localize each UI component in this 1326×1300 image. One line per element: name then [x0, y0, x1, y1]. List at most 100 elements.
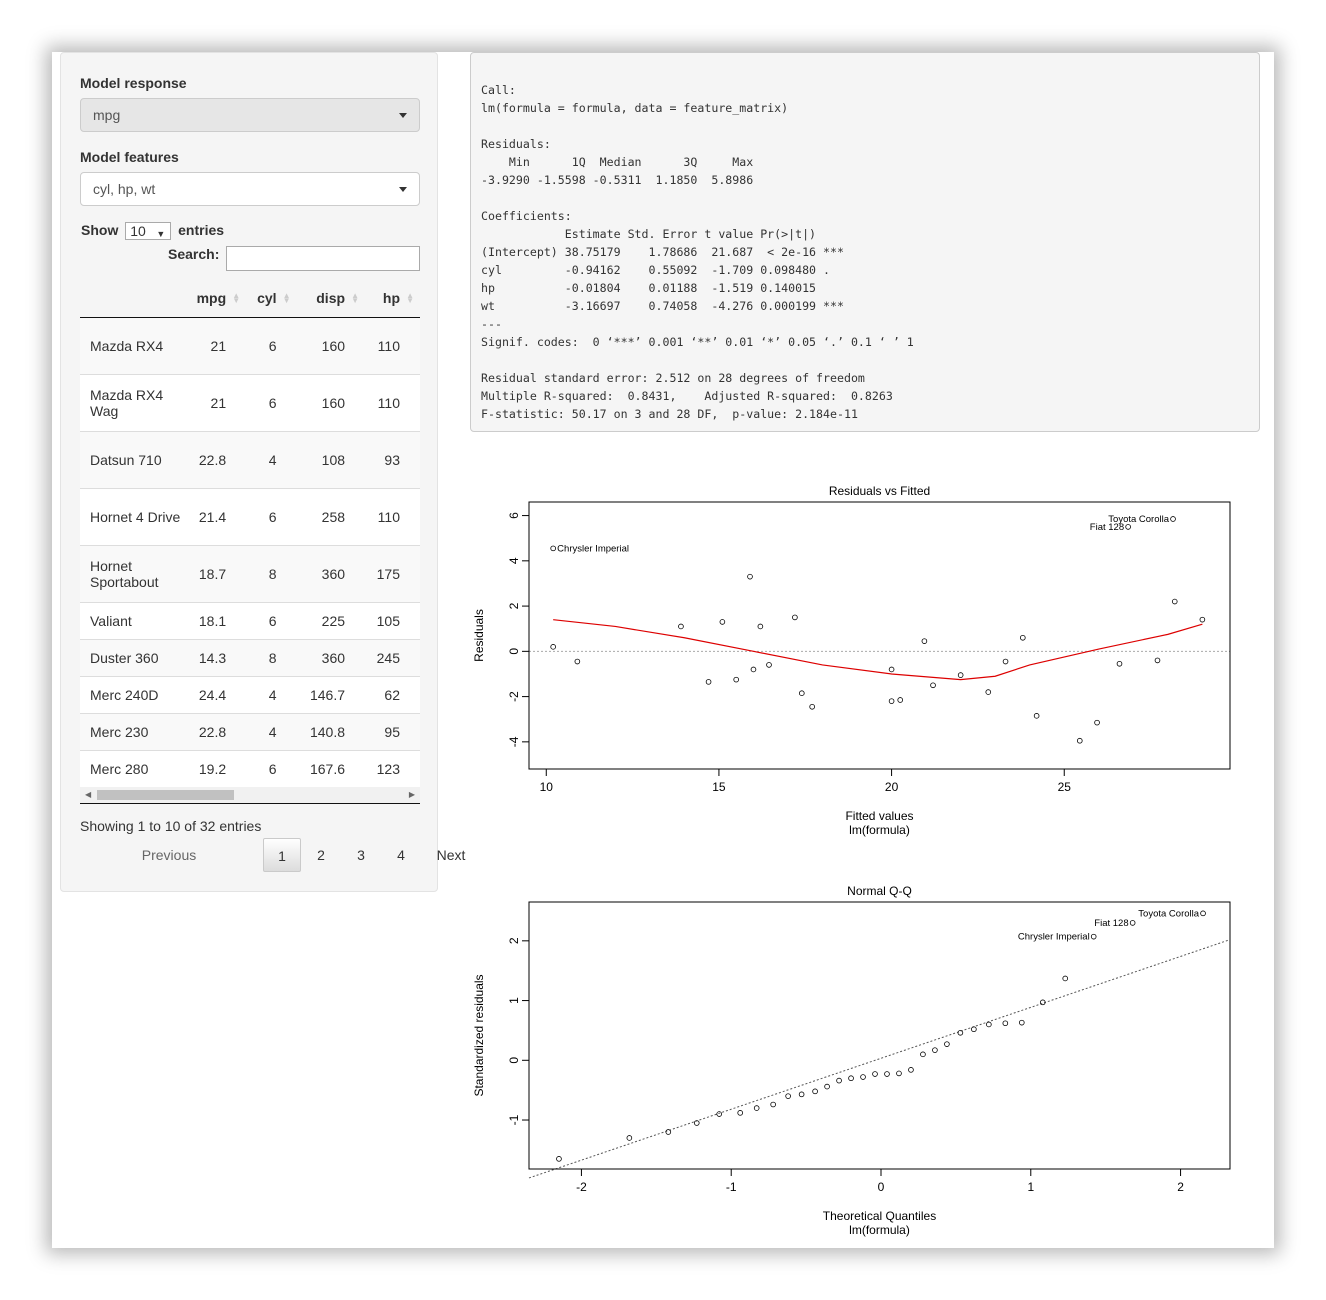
- qq-reference-line: [528, 939, 1231, 1179]
- model-response-label: Model response: [80, 75, 187, 91]
- data-point: [705, 679, 712, 685]
- column-header-cyl[interactable]: cyl ▲ ▼: [246, 279, 297, 318]
- data-point: [1154, 657, 1161, 664]
- x-tick-label: 0: [878, 1180, 885, 1194]
- table-row[interactable]: Merc 240D 24.4 4 146.7 62: [80, 676, 420, 714]
- search-input[interactable]: [226, 246, 420, 271]
- cell-disp: 360: [296, 545, 366, 603]
- data-point: [1199, 616, 1206, 623]
- x-axis-label: Fitted values: [845, 809, 913, 823]
- summary-line: lm(formula = formula, data = feature_mat…: [481, 101, 789, 115]
- data-point: [799, 690, 805, 696]
- cell-disp: 160: [296, 317, 366, 375]
- cell-hp: 110: [365, 488, 420, 546]
- scroll-left-icon[interactable]: ◀: [85, 790, 92, 799]
- model-response-select[interactable]: mpg: [80, 98, 420, 132]
- y-tick-label: 2: [507, 602, 521, 609]
- data-point: [896, 1070, 902, 1077]
- column-header-hp[interactable]: hp ▲ ▼: [365, 279, 420, 318]
- y-tick-label: 6: [507, 512, 521, 519]
- x-tick-label: 25: [1058, 780, 1072, 794]
- entries-label: entries: [178, 222, 225, 238]
- data-point: [1018, 1019, 1025, 1026]
- x-axis-sublabel: lm(formula): [849, 1223, 910, 1237]
- data-point: [944, 1041, 950, 1047]
- triangle-down-icon: ▼: [156, 229, 166, 240]
- scroll-right-icon[interactable]: ▶: [408, 790, 415, 799]
- table-row[interactable]: Merc 280 19.2 6 167.6 123: [80, 750, 420, 787]
- data-point: [747, 573, 753, 580]
- cell-name: Mazda RX4: [80, 317, 184, 375]
- y-tick-label: 0: [507, 1057, 521, 1064]
- column-header-disp[interactable]: disp ▲ ▼: [296, 279, 366, 318]
- summary-line: [481, 189, 1249, 207]
- page-2-button[interactable]: 2: [317, 847, 325, 863]
- scrollbar-thumb[interactable]: [97, 790, 234, 800]
- cell-hp: 123: [365, 750, 420, 787]
- model-summary-output: Call: lm(formula = formula, data = featur…: [470, 52, 1260, 432]
- y-tick-label: -1: [507, 1114, 521, 1125]
- data-point: [897, 697, 904, 703]
- summary-line: -3.9290 -1.5598 -0.5311 1.1850 5.8986: [481, 173, 761, 187]
- cell-hp: 245: [365, 639, 420, 677]
- table-info: Showing 1 to 10 of 32 entries: [80, 818, 262, 834]
- summary-line: Residuals:: [481, 137, 551, 151]
- page-4-button[interactable]: 4: [397, 847, 405, 863]
- data-point: [792, 614, 798, 621]
- column-header-mpg[interactable]: mpg ▲ ▼: [184, 279, 247, 318]
- summary-line: (Intercept) 38.75179 1.78686 21.687 < 2e…: [481, 245, 844, 259]
- data-point: [860, 1074, 866, 1080]
- summary-line: Call:: [481, 83, 516, 97]
- entries-length-control: Show 10 ▼ entries: [81, 222, 225, 241]
- point-label: Toyota Corolla: [1138, 908, 1199, 919]
- plot-frame: [528, 501, 1231, 770]
- table-row[interactable]: Hornet 4 Drive 21.4 6 258 110: [80, 488, 420, 546]
- chevron-down-icon: [399, 187, 407, 192]
- entries-select[interactable]: 10 ▼: [125, 222, 172, 241]
- data-point: [550, 644, 556, 650]
- data-point: [693, 1120, 700, 1126]
- data-point: [1020, 634, 1026, 641]
- table-row[interactable]: Duster 360 14.3 8 360 245: [80, 639, 420, 677]
- x-tick-label: 2: [1177, 1180, 1184, 1194]
- table-row[interactable]: Mazda RX4 Wag 21 6 160 110: [80, 374, 420, 432]
- data-point: [1170, 516, 1176, 522]
- page-1-button[interactable]: 1: [263, 838, 301, 872]
- table-row[interactable]: Merc 230 22.8 4 140.8 95: [80, 713, 420, 751]
- y-tick-label: -2: [507, 691, 521, 702]
- cell-cyl: 6: [246, 317, 297, 375]
- y-axis-label: Standardized residuals: [472, 974, 486, 1096]
- data-point: [753, 1105, 760, 1111]
- page-3-button[interactable]: 3: [357, 847, 365, 863]
- cell-mpg: 18.1: [184, 602, 247, 640]
- data-point: [750, 666, 757, 673]
- column-header-label: mpg: [196, 290, 227, 306]
- previous-button[interactable]: Previous: [141, 847, 197, 863]
- data-point: [985, 689, 992, 695]
- horizontal-scrollbar[interactable]: ◀ ▶: [80, 787, 420, 804]
- table-row[interactable]: Valiant 18.1 6 225 105: [80, 602, 420, 640]
- cell-disp: 258: [296, 488, 366, 546]
- column-header-label: hp: [382, 290, 400, 306]
- cell-name: Hornet 4 Drive: [80, 488, 184, 546]
- x-tick-label: 10: [540, 780, 554, 794]
- y-tick-label: -4: [507, 736, 521, 747]
- data-table: mpg ▲ ▼ cyl ▲ ▼ disp ▲ ▼ hp ▲ ▼ Mazda RX4 21 6 1…: [80, 279, 420, 787]
- model-features-select[interactable]: cyl, hp, wt: [80, 172, 420, 206]
- data-point: [1062, 975, 1069, 982]
- table-row[interactable]: Mazda RX4 21 6 160 110: [80, 317, 420, 375]
- plot-title: Residuals vs Fitted: [829, 484, 930, 498]
- cell-disp: 108: [296, 431, 366, 489]
- table-row[interactable]: Hornet Sportabout 18.7 8 360 175: [80, 545, 420, 603]
- data-point: [957, 672, 964, 678]
- cell-cyl: 8: [246, 545, 297, 603]
- data-point: [809, 703, 815, 710]
- next-button[interactable]: Next: [436, 847, 466, 863]
- cell-hp: 175: [365, 545, 420, 603]
- cell-name: Valiant: [80, 602, 184, 640]
- cell-mpg: 22.8: [184, 431, 247, 489]
- table-row[interactable]: Datsun 710 22.8 4 108 93: [80, 431, 420, 489]
- sort-icon: ▲ ▼: [232, 291, 241, 305]
- point-label: Fiat 128: [1094, 918, 1128, 929]
- y-tick-label: 2: [507, 937, 521, 944]
